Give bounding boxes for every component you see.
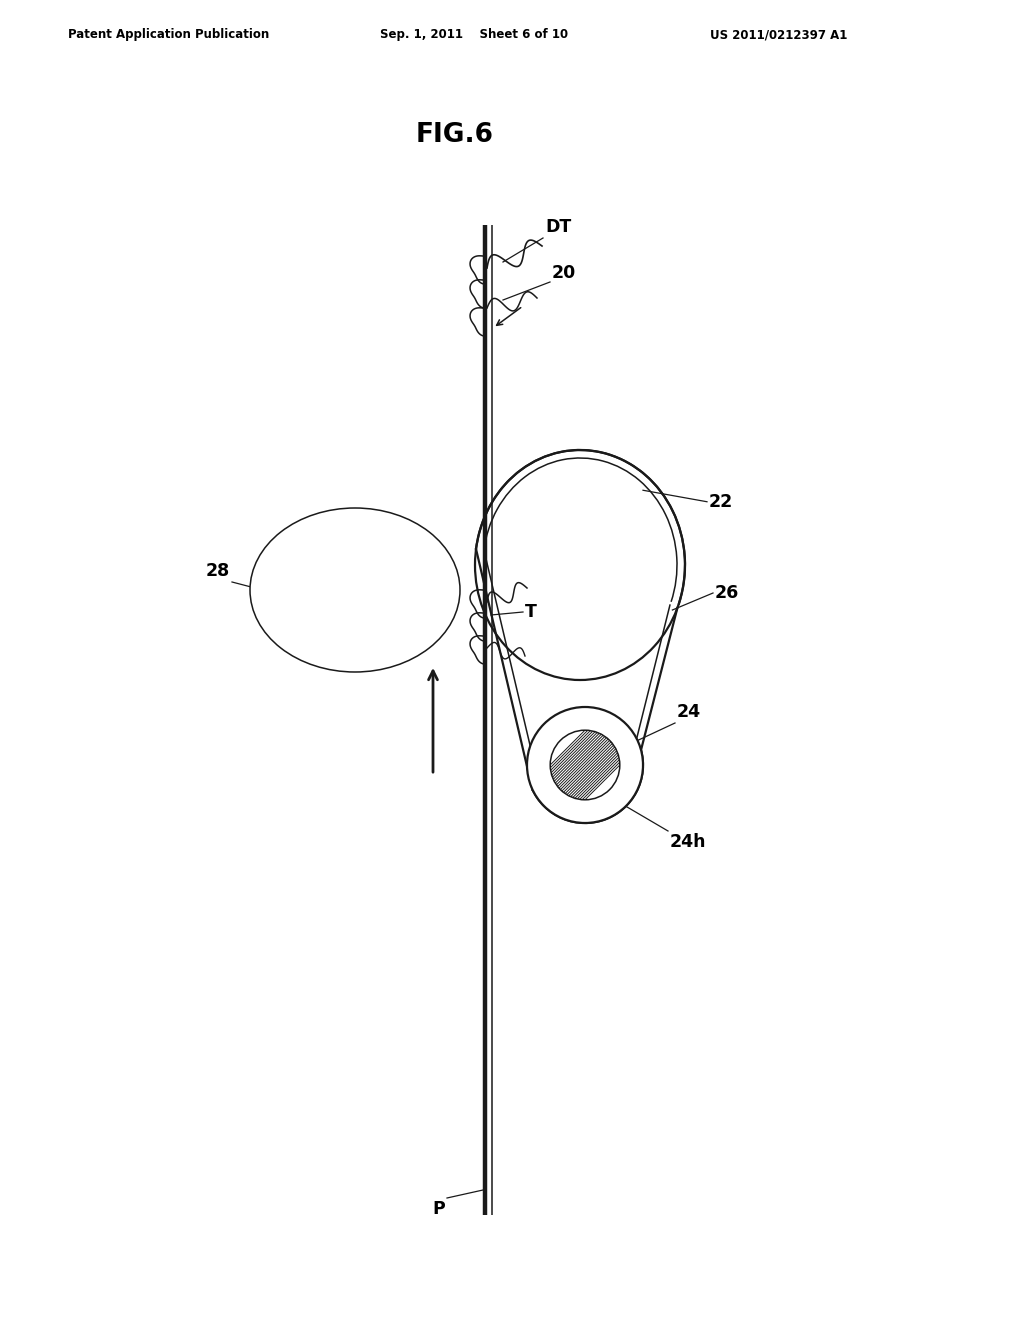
Text: 24: 24 <box>677 704 701 721</box>
Text: Sep. 1, 2011    Sheet 6 of 10: Sep. 1, 2011 Sheet 6 of 10 <box>380 28 568 41</box>
Text: 28: 28 <box>206 562 230 579</box>
Ellipse shape <box>250 508 460 672</box>
Text: 22: 22 <box>709 492 733 511</box>
Text: DT: DT <box>545 218 571 236</box>
Text: Patent Application Publication: Patent Application Publication <box>68 28 269 41</box>
Text: FIG.6: FIG.6 <box>416 121 494 148</box>
Ellipse shape <box>527 708 643 822</box>
Text: 26: 26 <box>715 583 739 602</box>
Text: 20: 20 <box>552 264 577 282</box>
Ellipse shape <box>550 730 620 800</box>
Text: 24h: 24h <box>670 833 707 851</box>
Text: P: P <box>432 1200 445 1218</box>
Text: T: T <box>525 603 537 620</box>
Text: US 2011/0212397 A1: US 2011/0212397 A1 <box>710 28 848 41</box>
